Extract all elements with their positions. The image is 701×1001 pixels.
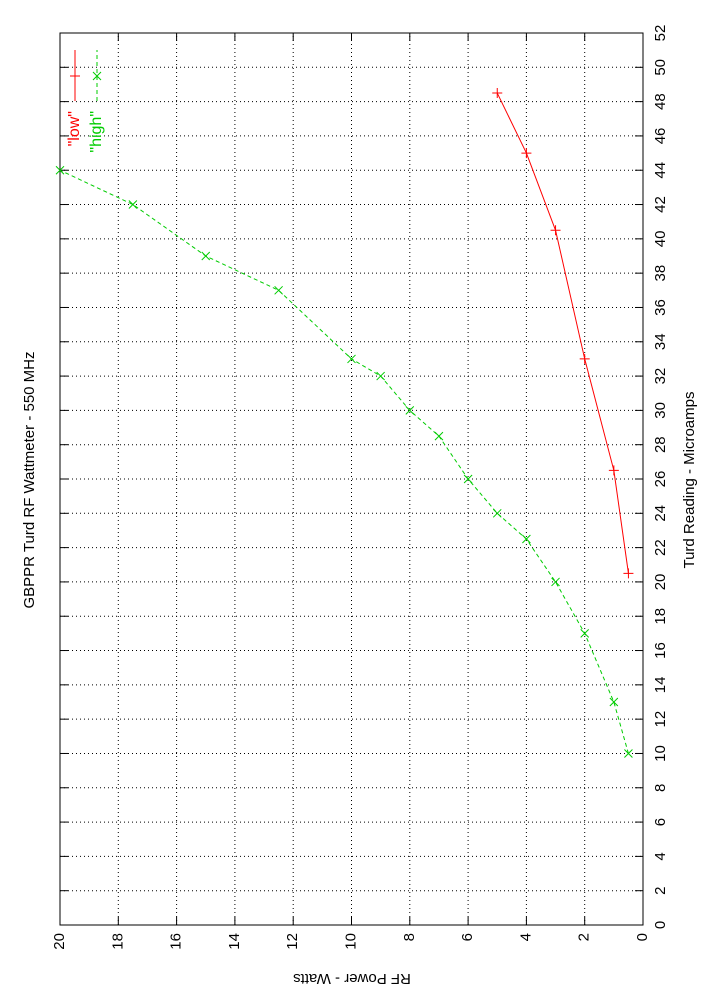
legend-label: "high": [88, 111, 105, 153]
x-tick-label: 12: [652, 711, 669, 728]
x-tick-label: 24: [652, 505, 669, 522]
x-tick-label: 16: [652, 642, 669, 659]
x-tick-label: 38: [652, 265, 669, 282]
data-point: [347, 354, 356, 364]
y-tick-label: 2: [576, 933, 593, 941]
data-point: [492, 508, 502, 518]
legend-marker: [70, 71, 80, 81]
series-line: [59, 169, 629, 754]
y-tick-label: 6: [459, 933, 476, 941]
x-tick-label: 50: [652, 59, 669, 76]
x-axis-label: Turd Reading - Microamps: [681, 391, 698, 568]
data-point: [550, 225, 561, 236]
x-tick-label: 4: [652, 852, 669, 860]
data-point: [274, 285, 283, 295]
x-tick-label: 48: [652, 93, 669, 110]
x-tick-label: 42: [652, 196, 669, 213]
y-tick-label: 4: [517, 933, 534, 941]
y-tick-label: 8: [401, 933, 418, 941]
x-tick-label: 34: [652, 333, 669, 350]
data-point: [609, 697, 619, 707]
data-point: [492, 88, 503, 99]
x-tick-label: 20: [652, 574, 669, 591]
data-point: [55, 165, 65, 175]
data-point: [624, 749, 633, 758]
x-tick-label: 28: [652, 436, 669, 453]
data-point: [128, 200, 138, 209]
legend-marker: [92, 71, 102, 81]
x-tick-label: 10: [652, 745, 669, 762]
x-tick-label: 14: [652, 677, 669, 694]
x-tick-label: 30: [652, 402, 669, 419]
legend-label: "low": [66, 111, 83, 146]
data-point: [201, 251, 211, 261]
y-tick-label: 16: [168, 933, 185, 950]
x-tick-label: 22: [652, 539, 669, 556]
x-tick-label: 6: [652, 818, 669, 826]
x-tick-label: 40: [652, 231, 669, 248]
x-tick-label: 46: [652, 128, 669, 145]
chart-title: GBPPR Turd RF Wattmeter - 550 MHz: [21, 352, 38, 609]
y-tick-label: 12: [284, 933, 301, 950]
y-tick-label: 20: [51, 933, 68, 950]
y-tick-label: 18: [109, 933, 126, 950]
x-tick-label: 44: [652, 162, 669, 179]
data-point: [551, 577, 560, 587]
x-tick-label: 52: [652, 25, 669, 42]
y-tick-label: 10: [342, 933, 359, 950]
data-point: [579, 353, 590, 364]
x-tick-label: 8: [652, 784, 669, 792]
x-tick-label: 0: [652, 921, 669, 929]
series-line: [496, 92, 629, 574]
data-point: [434, 431, 444, 441]
x-tick-label: 2: [652, 887, 669, 895]
plot-frame: [59, 32, 644, 926]
data-point: [608, 465, 619, 476]
x-tick-label: 18: [652, 608, 669, 625]
data-point: [463, 474, 473, 484]
x-tick-label: 36: [652, 299, 669, 316]
data-point: [521, 148, 532, 159]
data-point: [580, 629, 590, 638]
x-tick-label: 32: [652, 368, 669, 385]
data-point: [522, 534, 531, 544]
data-point: [405, 406, 415, 415]
data-point: [623, 568, 634, 579]
y-tick-label: 14: [226, 933, 243, 950]
rotated-plot: GBPPR Turd RF Wattmeter - 550 MHz Turd R…: [21, 25, 698, 987]
y-tick-label: 0: [634, 933, 651, 941]
x-tick-label: 26: [652, 471, 669, 488]
data-point: [376, 371, 386, 381]
y-axis-label: RF Power - Watts: [293, 970, 411, 987]
